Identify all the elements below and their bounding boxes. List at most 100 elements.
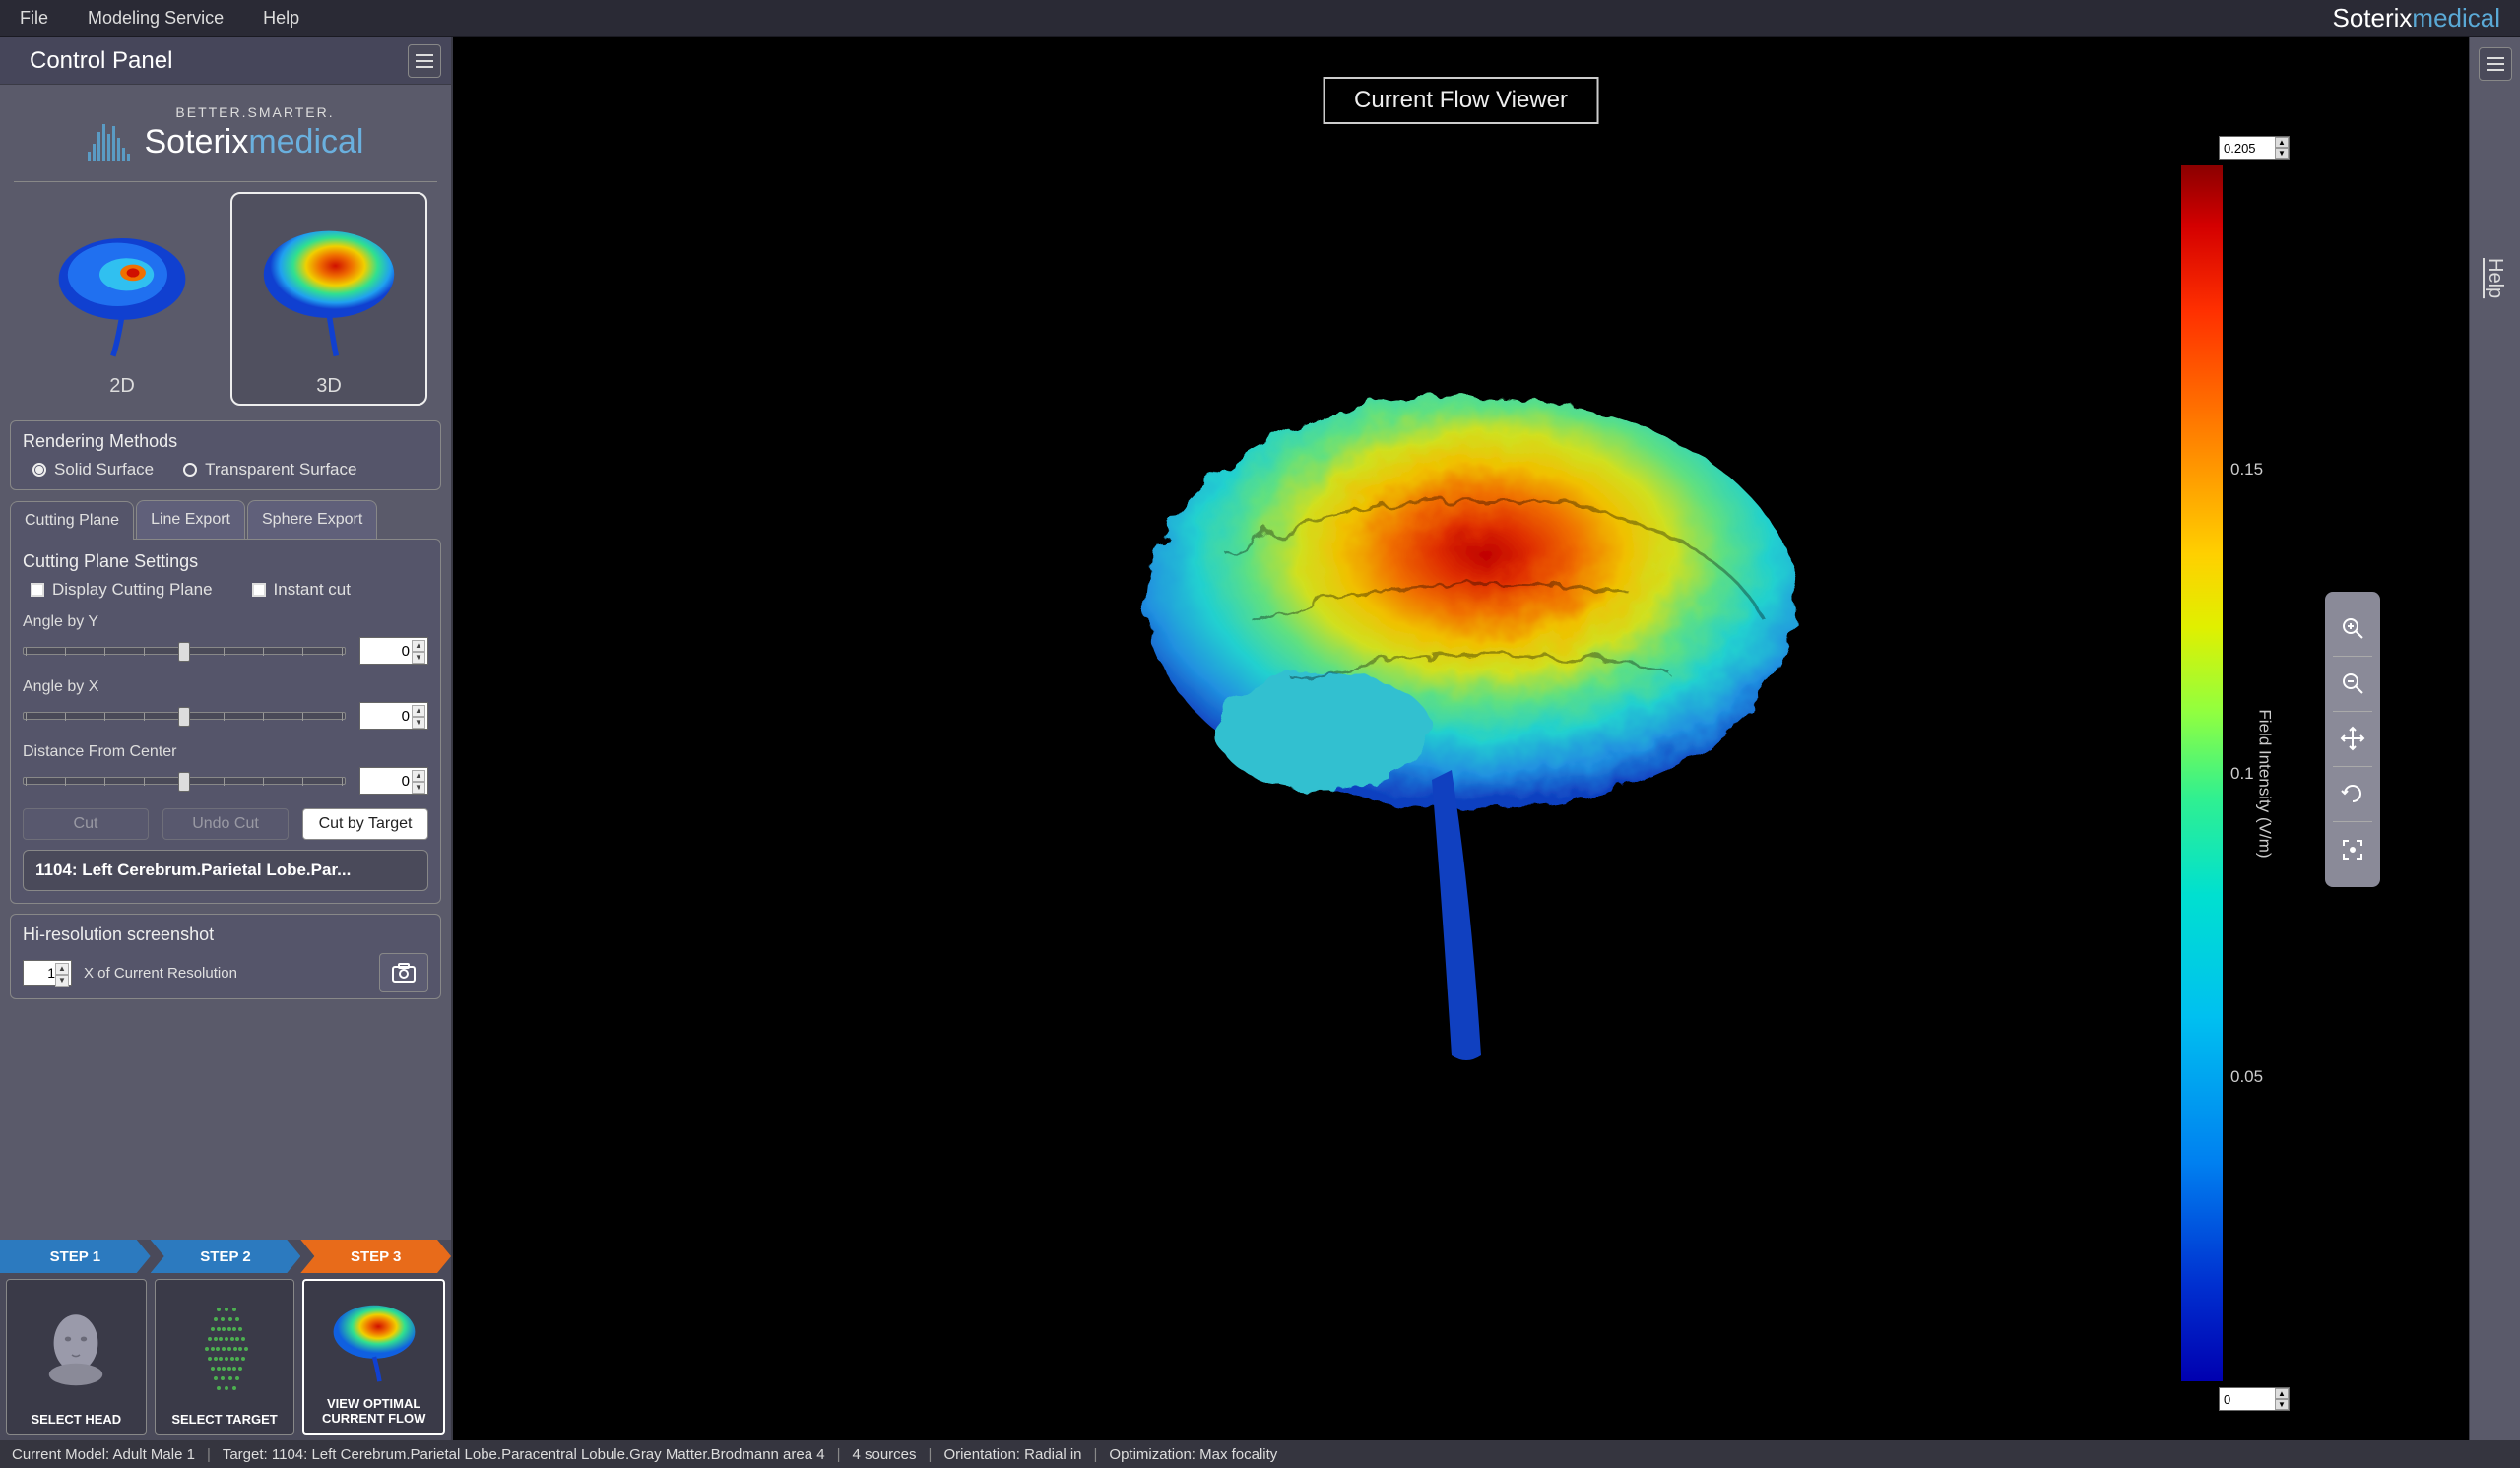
spin-up-icon[interactable]: ▲ xyxy=(412,705,425,717)
menu-bar: File Modeling Service Help Soterixmedica… xyxy=(0,0,2520,37)
input-angle-y[interactable]: 0 ▲▼ xyxy=(359,637,428,665)
check-instant-cut[interactable]: Instant cut xyxy=(252,580,351,600)
help-link[interactable]: Help xyxy=(2484,258,2506,298)
control-panel-collapse-button[interactable] xyxy=(408,44,441,78)
zoom-out-button[interactable] xyxy=(2333,657,2372,712)
rendering-methods-panel: Rendering Methods Solid Surface Transpar… xyxy=(10,420,441,490)
spin-down-icon[interactable]: ▼ xyxy=(2275,1399,2289,1410)
divider xyxy=(14,181,437,182)
export-tabs: Cutting Plane Line Export Sphere Export xyxy=(10,500,441,539)
target-chip[interactable]: 1104: Left Cerebrum.Parietal Lobe.Par... xyxy=(23,850,428,891)
control-panel-header: Control Panel xyxy=(0,37,451,85)
radio-transparent-surface[interactable]: Transparent Surface xyxy=(183,460,356,479)
hires-suffix-label: X of Current Resolution xyxy=(84,965,237,982)
panel-logo: BETTER.SMARTER. Soterixmedical xyxy=(10,95,441,181)
spin-up-icon[interactable]: ▲ xyxy=(412,770,425,782)
input-angle-x[interactable]: 0 ▲▼ xyxy=(359,702,428,730)
hires-panel: Hi-resolution screenshot 1 ▲▼ X of Curre… xyxy=(10,914,441,999)
logo-text: Soterixmedical xyxy=(145,123,364,161)
spin-down-icon[interactable]: ▼ xyxy=(2275,148,2289,159)
cut-button[interactable]: Cut xyxy=(23,808,149,840)
status-sources: 4 sources xyxy=(852,1446,916,1463)
slider-thumb-icon[interactable] xyxy=(178,642,190,662)
slider-angle-y-label: Angle by Y xyxy=(23,613,428,631)
spin-down-icon[interactable]: ▼ xyxy=(412,717,425,729)
colorbar-gradient xyxy=(2181,165,2223,1381)
spin-down-icon[interactable]: ▼ xyxy=(412,782,425,794)
logo-bars-icon xyxy=(88,122,130,161)
cutting-plane-title: Cutting Plane Settings xyxy=(23,551,428,572)
spin-up-icon[interactable]: ▲ xyxy=(2275,1388,2289,1399)
menu-help[interactable]: Help xyxy=(263,8,299,29)
tab-cutting-plane[interactable]: Cutting Plane xyxy=(10,501,134,540)
spin-down-icon[interactable]: ▼ xyxy=(55,975,69,987)
step-chip-3[interactable]: STEP 3 xyxy=(300,1240,451,1273)
hires-multiplier-input[interactable]: 1 ▲▼ xyxy=(23,960,72,986)
logo-tagline: BETTER.SMARTER. xyxy=(175,104,334,120)
view-mode-2d[interactable]: 2D xyxy=(24,192,221,406)
spin-down-icon[interactable]: ▼ xyxy=(412,652,425,664)
slider-angle-x-track[interactable] xyxy=(23,712,346,720)
slider-thumb-icon[interactable] xyxy=(178,772,190,792)
status-target: Target: 1104: Left Cerebrum.Parietal Lob… xyxy=(223,1446,825,1463)
colorbar-max-input[interactable]: 0.205 ▲▼ xyxy=(2219,136,2290,160)
right-panel-expand-button[interactable] xyxy=(2479,47,2512,81)
step-thumbnails: SELECT HEAD SELECT TARGET xyxy=(0,1273,451,1440)
slider-distance-track[interactable] xyxy=(23,777,346,785)
spin-up-icon[interactable]: ▲ xyxy=(55,963,69,975)
view-mode-2d-label: 2D xyxy=(32,375,213,398)
brand-sub: medical xyxy=(2412,3,2500,32)
cutting-plane-settings: Cutting Plane Settings Display Cutting P… xyxy=(10,539,441,904)
undo-cut-button[interactable]: Undo Cut xyxy=(162,808,289,840)
step-chip-1[interactable]: STEP 1 xyxy=(0,1240,151,1273)
zoom-in-button[interactable] xyxy=(2333,602,2372,657)
status-model: Current Model: Adult Male 1 xyxy=(12,1446,195,1463)
cb-tick: 0.05 xyxy=(2230,1067,2263,1087)
hires-title: Hi-resolution screenshot xyxy=(23,925,428,945)
steps-bar: STEP 1 STEP 2 STEP 3 xyxy=(0,1240,451,1273)
spin-up-icon[interactable]: ▲ xyxy=(2275,137,2289,148)
zoom-in-icon xyxy=(2341,616,2364,640)
check-display-cutting-plane[interactable]: Display Cutting Plane xyxy=(31,580,213,600)
step-card-select-head[interactable]: SELECT HEAD xyxy=(6,1279,147,1435)
fullscreen-button[interactable] xyxy=(2333,822,2372,877)
tab-sphere-export[interactable]: Sphere Export xyxy=(247,500,377,539)
check-instant-label: Instant cut xyxy=(274,580,351,600)
step-caption: SELECT HEAD xyxy=(31,1412,121,1428)
colorbar-min-input[interactable]: 0 ▲▼ xyxy=(2219,1387,2290,1411)
tab-line-export[interactable]: Line Export xyxy=(136,500,245,539)
rotate-button[interactable] xyxy=(2333,767,2372,822)
slider-thumb-icon[interactable] xyxy=(178,707,190,727)
radio-solid-surface[interactable]: Solid Surface xyxy=(32,460,154,479)
spin-up-icon[interactable]: ▲ xyxy=(412,640,425,652)
rendering-methods-title: Rendering Methods xyxy=(23,431,428,452)
step-card-select-target[interactable]: SELECT TARGET xyxy=(155,1279,295,1435)
check-display-label: Display Cutting Plane xyxy=(52,580,213,600)
step-caption: SELECT TARGET xyxy=(171,1412,277,1428)
menu-modeling-service[interactable]: Modeling Service xyxy=(88,8,224,29)
pan-button[interactable] xyxy=(2333,712,2372,767)
brand-main: Soterix xyxy=(2332,3,2412,32)
status-orientation: Orientation: Radial in xyxy=(943,1446,1081,1463)
slider-distance-label: Distance From Center xyxy=(23,743,428,761)
step-card-view-flow[interactable]: VIEW OPTIMAL CURRENT FLOW xyxy=(302,1279,445,1435)
slider-angle-y-track[interactable] xyxy=(23,647,346,655)
menu-file[interactable]: File xyxy=(20,8,48,29)
cut-by-target-button[interactable]: Cut by Target xyxy=(302,808,428,840)
input-distance[interactable]: 0 ▲▼ xyxy=(359,767,428,795)
checkbox-icon xyxy=(31,583,44,597)
pan-icon xyxy=(2340,726,2365,751)
step-caption: VIEW OPTIMAL CURRENT FLOW xyxy=(310,1396,437,1427)
brand-logo: Soterixmedical xyxy=(2332,3,2500,33)
view-mode-3d[interactable]: 3D xyxy=(230,192,427,406)
step-chip-2[interactable]: STEP 2 xyxy=(151,1240,301,1273)
screenshot-button[interactable] xyxy=(379,953,428,992)
colorbar: 0.205 ▲▼ 0 ▲▼ 0.15 0.1 0.05 Field Intens… xyxy=(2181,165,2292,1381)
radio-icon xyxy=(32,463,46,477)
radio-solid-label: Solid Surface xyxy=(54,460,154,479)
viewer[interactable]: Current Flow Viewer xyxy=(453,37,2469,1440)
rotate-icon xyxy=(2340,781,2365,806)
view-mode-3d-label: 3D xyxy=(238,375,420,398)
main-area: Control Panel BETTER.SMARTER. Soterixmed… xyxy=(0,37,2520,1440)
brain-render xyxy=(1077,307,1845,1115)
